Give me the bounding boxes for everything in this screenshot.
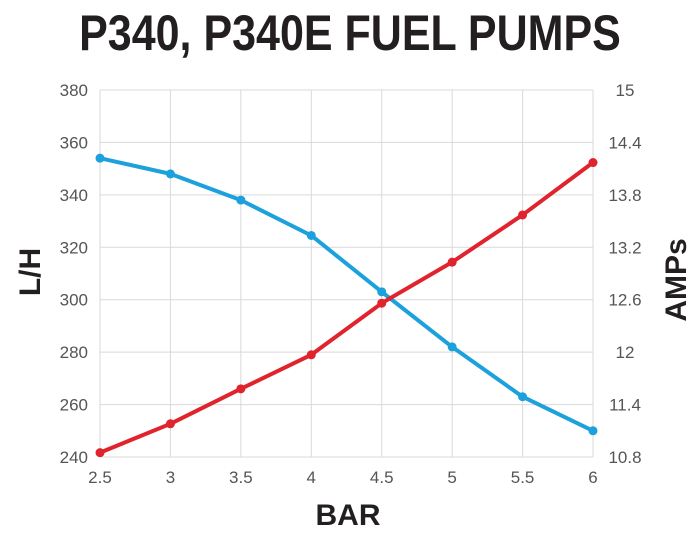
y-tick-label: 300 [60, 291, 88, 310]
series-line-flow [99, 156, 594, 433]
y2-tick-label: 10.8 [608, 448, 641, 467]
y2-tick-label: 15 [616, 81, 635, 100]
x-tick-label: 3 [166, 468, 175, 487]
data-point-flow [588, 426, 598, 436]
x-tick-label: 3.5 [229, 468, 253, 487]
x-tick-label: 4.5 [370, 468, 394, 487]
y-axis-label: L/H [14, 248, 47, 296]
y-tick-label: 380 [60, 81, 88, 100]
y2-tick-label: 11.4 [609, 396, 641, 415]
x-axis-label: BAR [316, 499, 381, 532]
y-tick-label: 280 [60, 343, 88, 362]
data-point-amps [518, 210, 528, 220]
data-point-flow [447, 342, 457, 352]
x-tick-label: 6 [588, 468, 597, 487]
data-point-flow [95, 153, 105, 163]
series-line-amps [99, 160, 595, 455]
x-tick-label: 5.5 [511, 468, 535, 487]
y-tick-label: 240 [60, 448, 88, 467]
data-point-amps [236, 384, 246, 394]
data-point-amps [588, 158, 598, 168]
x-tick-label: 4 [307, 468, 316, 487]
y2-tick-label: 12.6 [608, 291, 641, 310]
y2-tick-label: 13.2 [608, 238, 641, 257]
y2-axis-label: AMPs [660, 238, 693, 321]
left-axis-ticks: 240 260 280 300 320 340 360 380 [60, 81, 88, 467]
chart-title: P340, P340E FUEL PUMPS [79, 5, 621, 61]
x-tick-label: 2.5 [88, 468, 112, 487]
y-tick-label: 360 [60, 133, 88, 152]
y2-tick-label: 12 [616, 343, 635, 362]
data-point-flow [306, 230, 316, 240]
grid [99, 89, 594, 458]
data-point-flow [518, 392, 528, 402]
y2-tick-label: 14.4 [608, 133, 641, 152]
right-axis-ticks: 10.8 11.4 12 12.6 13.2 13.8 14.4 15 [608, 81, 641, 467]
y-tick-label: 340 [60, 186, 88, 205]
x-axis-ticks: 2.5 3 3.5 4 4.5 5 5.5 6 [88, 468, 598, 487]
data-point-amps [306, 350, 316, 360]
data-point-amps [447, 257, 457, 267]
y-tick-label: 320 [60, 238, 88, 257]
y-tick-label: 260 [60, 396, 88, 415]
data-point-flow [377, 287, 387, 297]
data-point-amps [95, 448, 105, 458]
series-layer [95, 153, 598, 458]
y2-tick-label: 13.8 [608, 186, 641, 205]
data-point-amps [377, 298, 387, 308]
data-point-flow [236, 195, 246, 205]
data-point-amps [165, 419, 175, 429]
x-tick-label: 5 [447, 468, 456, 487]
data-point-flow [165, 169, 175, 179]
